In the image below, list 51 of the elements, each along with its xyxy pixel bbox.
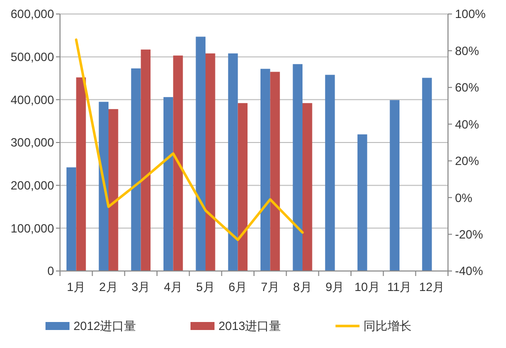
bar	[325, 74, 335, 271]
bar	[140, 50, 151, 271]
x-tick-label: 9月	[325, 280, 344, 294]
y2-tick-label: -40%	[455, 264, 484, 278]
y-tick-label: 100,000	[10, 221, 54, 236]
bar	[66, 167, 76, 271]
x-tick-label: 12月	[419, 280, 445, 294]
bar	[131, 68, 141, 271]
y-tick-label: 500,000	[10, 50, 54, 64]
bar	[228, 53, 238, 271]
bar	[302, 103, 312, 271]
legend-label: 2013进口量	[218, 319, 282, 334]
x-tick-label: 11月	[387, 280, 412, 294]
y2-tick-label: 100%	[455, 7, 486, 22]
y2-tick-label: 20%	[455, 154, 480, 168]
bar	[163, 97, 174, 271]
x-tick-label: 10月	[354, 280, 380, 294]
x-tick-label: 5月	[196, 280, 215, 294]
bar	[76, 77, 86, 271]
bar	[357, 134, 368, 271]
x-tick-label: 8月	[293, 280, 312, 294]
y2-tick-label: -20%	[455, 227, 484, 242]
x-tick-label: 1月	[66, 280, 86, 294]
legend-label: 同比增长	[364, 319, 412, 334]
y2-tick-label: 0%	[455, 190, 473, 205]
bar	[390, 100, 400, 271]
bar	[173, 56, 183, 271]
y-tick-label: 200,000	[10, 178, 54, 193]
y2-tick-label: 40%	[455, 117, 480, 132]
bar	[98, 102, 108, 271]
x-tick-label: 2月	[99, 280, 118, 294]
bar	[292, 64, 302, 271]
y2-tick-label: 80%	[455, 44, 480, 58]
bar	[260, 68, 270, 271]
bar	[422, 78, 432, 271]
y-tick-label: 300,000	[10, 136, 54, 150]
x-tick-label: 7月	[260, 280, 280, 294]
bar	[196, 36, 206, 271]
bar	[206, 53, 216, 271]
y-tick-label: 400,000	[10, 92, 54, 107]
bar	[270, 72, 280, 271]
x-tick-label: 4月	[164, 280, 183, 294]
x-tick-label: 6月	[228, 280, 248, 294]
bar	[108, 109, 118, 271]
legend-label: 2012进口量	[74, 319, 136, 334]
y-tick-label: 600,000	[10, 7, 54, 22]
y2-tick-label: 60%	[455, 80, 480, 95]
x-tick-label: 3月	[131, 280, 150, 294]
line-series	[74, 38, 304, 242]
y-tick-label: 0	[47, 264, 54, 278]
bar	[238, 103, 248, 271]
